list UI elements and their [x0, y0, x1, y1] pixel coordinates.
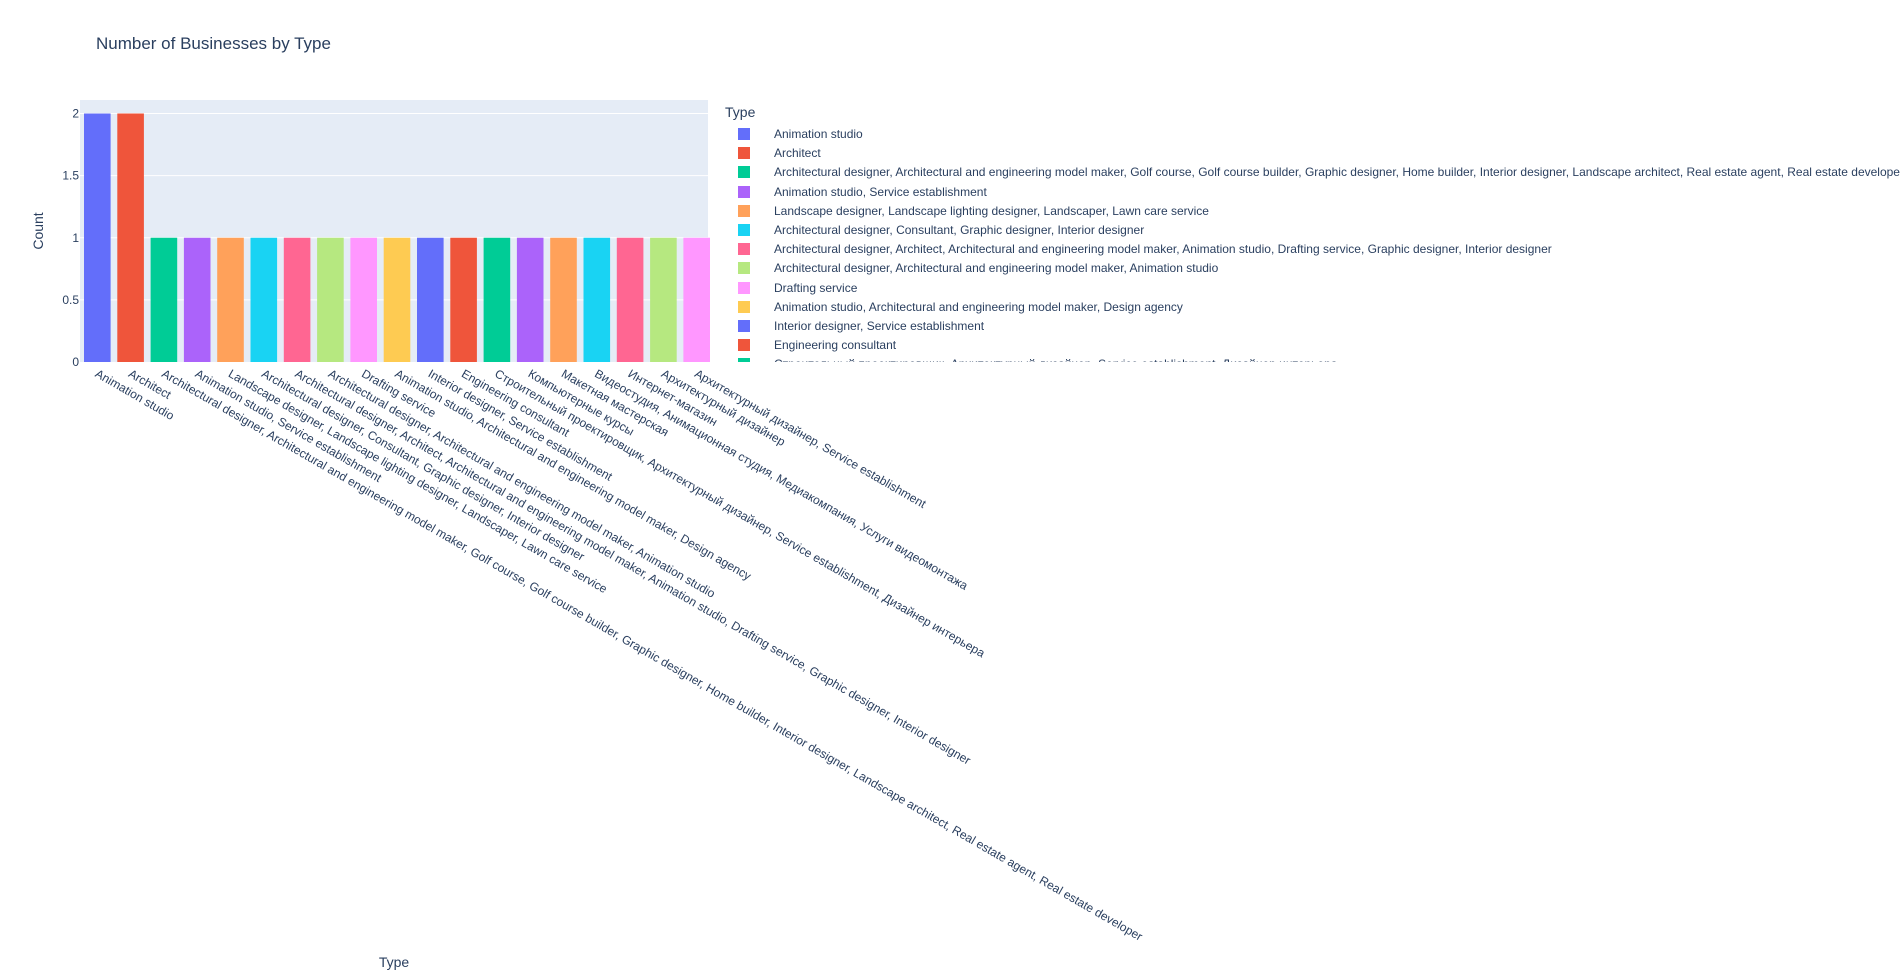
bar [283, 237, 311, 362]
bar [550, 237, 577, 362]
bar [217, 237, 244, 362]
bar [350, 237, 377, 362]
legend-label: Animation studio, Service establishment [774, 184, 987, 199]
bar [583, 237, 611, 362]
legend-label: Строительный проектировщик, Архитектурны… [774, 356, 1337, 362]
legend-swatch [738, 320, 750, 332]
legend-label: Architectural designer, Architect, Archi… [774, 242, 1552, 257]
legend-swatch [738, 300, 750, 313]
y-tick-label: 1 [72, 231, 79, 245]
x-axis-title: Type [379, 954, 410, 970]
bar [483, 237, 511, 362]
legend-swatch [738, 358, 750, 362]
legend-label: Engineering consultant [774, 338, 897, 353]
bar [450, 237, 477, 362]
legend-swatch [738, 147, 750, 160]
bar [417, 237, 444, 362]
legend-label: Drafting service [774, 280, 858, 295]
bar [683, 237, 710, 362]
y-axis-title: Count [30, 212, 46, 249]
bars [84, 113, 710, 362]
bar [616, 237, 644, 362]
bar [250, 237, 278, 362]
bar [183, 237, 211, 362]
legend-swatch [738, 166, 750, 179]
legend-label: Architect [774, 146, 821, 161]
bar [383, 237, 411, 362]
y-tick-label: 2 [72, 107, 79, 121]
y-tick-label: 1.5 [62, 169, 79, 183]
legend-swatch [738, 128, 750, 140]
legend-label: Interior designer, Service establishment [774, 319, 985, 333]
legend-swatch [738, 185, 750, 198]
bar [317, 237, 344, 362]
x-tick-label: Architectural designer, Architectural an… [159, 366, 1145, 943]
bar [117, 113, 144, 362]
legend-label: Architectural designer, Consultant, Grap… [774, 223, 1145, 237]
legend-label: Animation studio [774, 127, 863, 141]
chart-title: Number of Businesses by Type [96, 34, 331, 53]
bar [84, 113, 111, 362]
legend-swatch [738, 281, 750, 294]
legend-label: Architectural designer, Architectural an… [774, 165, 1900, 180]
legend-swatch [738, 262, 750, 275]
y-tick-label: 0.5 [62, 293, 79, 307]
bar [650, 237, 677, 362]
legend-title: Type [725, 104, 756, 120]
legend-swatch [738, 224, 750, 236]
legend-label: Landscape designer, Landscape lighting d… [774, 203, 1209, 218]
y-tick-labels: 0 0.5 1 1.5 2 [62, 107, 79, 370]
legend-swatch [738, 243, 750, 256]
legend: Type Animation studio Architect Architectu… [725, 104, 1900, 362]
legend-label: Animation studio, Architectural and engi… [774, 299, 1183, 314]
legend-swatch [738, 339, 750, 352]
legend-swatch [738, 204, 750, 217]
y-tick-label: 0 [72, 355, 79, 369]
bar [150, 237, 178, 362]
legend-label: Architectural designer, Architectural an… [774, 261, 1219, 276]
bar [516, 237, 544, 362]
